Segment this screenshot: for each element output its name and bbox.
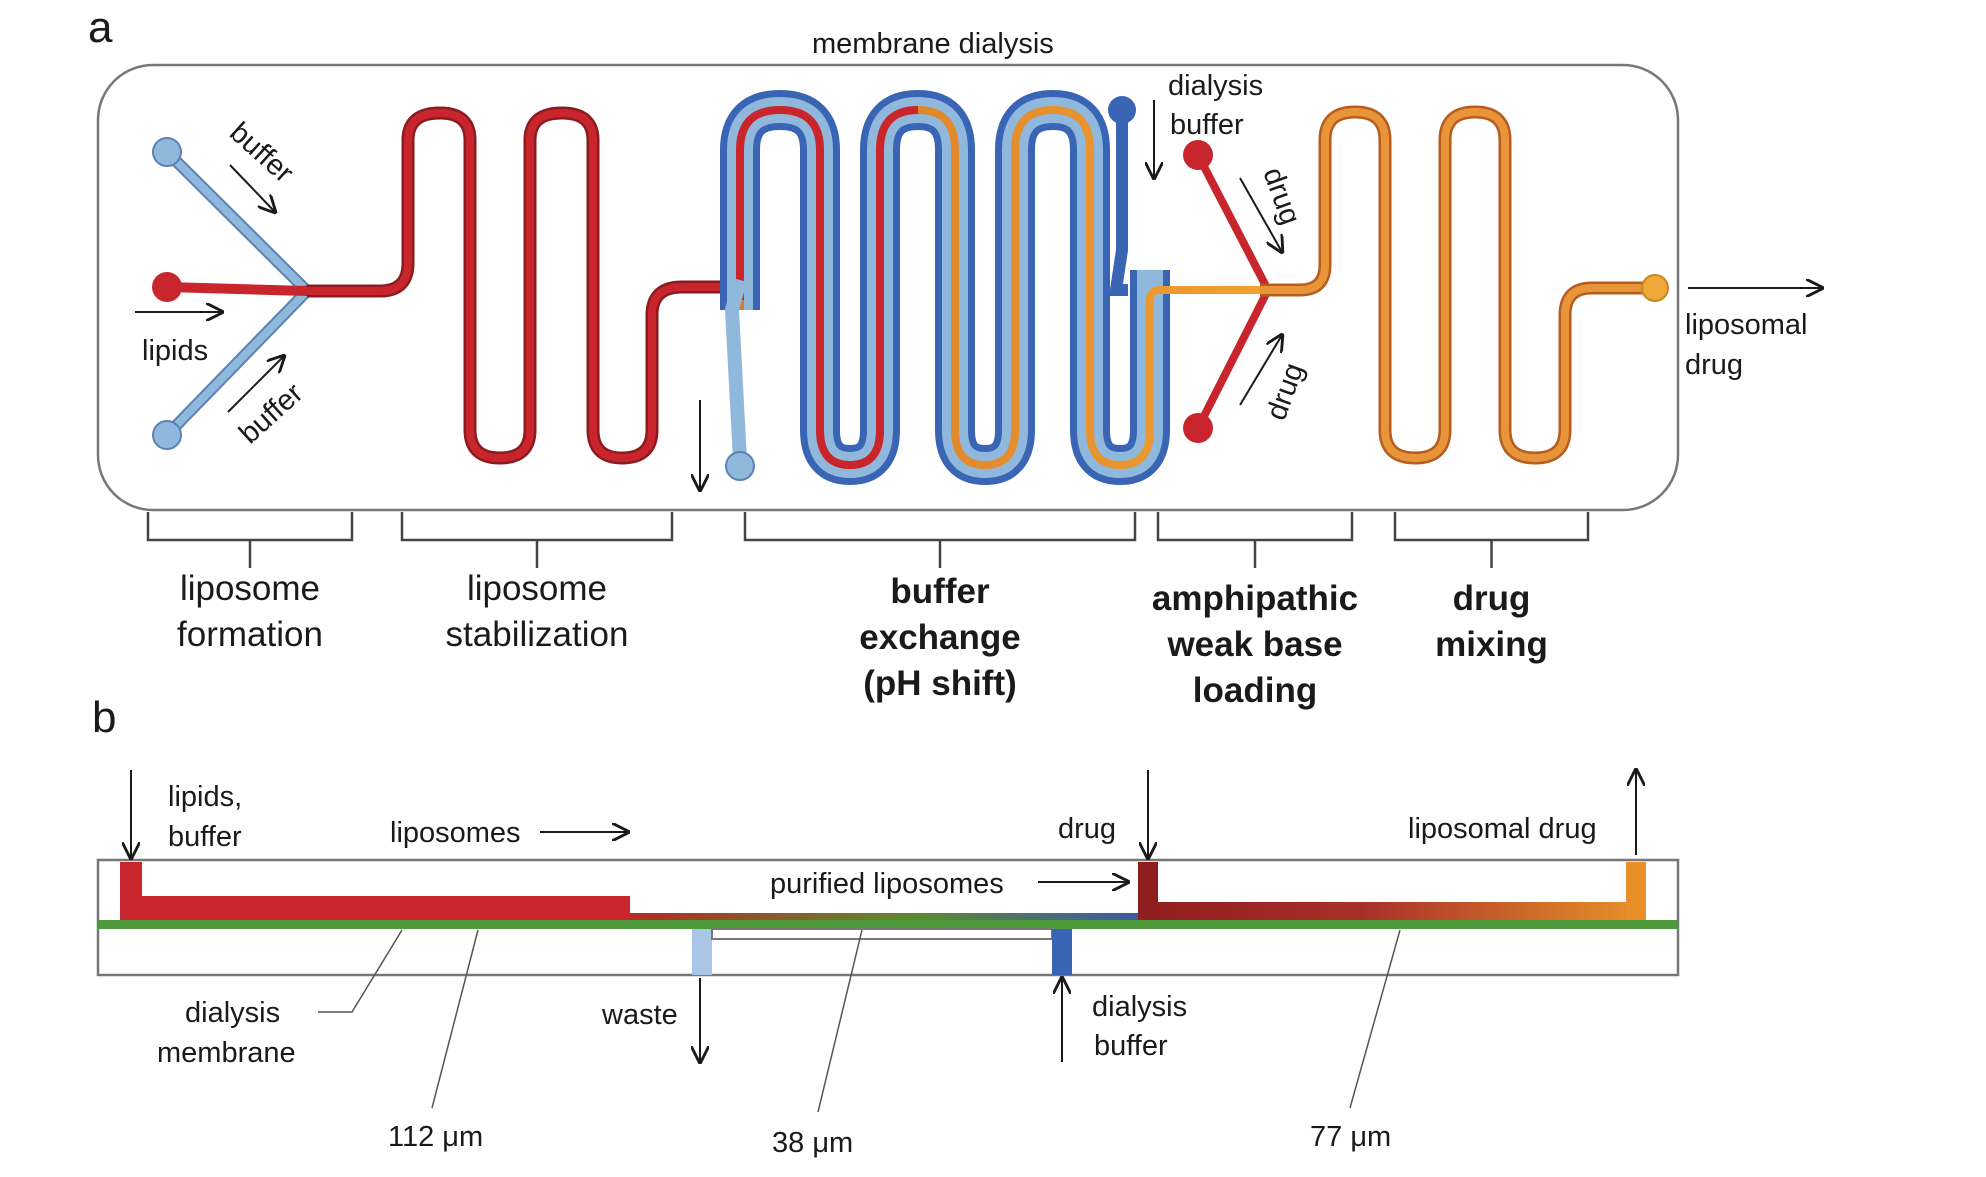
chip-outline-a bbox=[96, 63, 1680, 512]
liposomal-drug-label-b: liposomal drug bbox=[1408, 813, 1597, 845]
outlet-well-b bbox=[1626, 862, 1646, 920]
stage-bracket bbox=[1393, 512, 1590, 568]
leader-77um bbox=[1349, 929, 1401, 1109]
leader-112um bbox=[431, 929, 479, 1109]
depth-label-38: 38 μm bbox=[772, 1127, 853, 1159]
buffer-top-arrow bbox=[229, 164, 275, 212]
dialysis-buffer-label-b-2: buffer bbox=[1094, 1030, 1168, 1062]
channel-112um bbox=[120, 896, 630, 920]
waste-outlet-channel bbox=[724, 278, 747, 461]
dialysis-membrane-label-1: dialysis bbox=[185, 997, 280, 1029]
stage-label-line: weak base bbox=[1166, 625, 1342, 664]
stage-label-line: exchange bbox=[859, 618, 1020, 657]
dialysis-buffer-label-2: buffer bbox=[1170, 109, 1244, 141]
stage-label-line: buffer bbox=[890, 572, 990, 611]
stage-bracket bbox=[1156, 512, 1354, 568]
drug-inlet-bottom bbox=[1183, 413, 1213, 443]
drug-top-arrow bbox=[1239, 177, 1282, 252]
stage-label-line: loading bbox=[1193, 671, 1317, 710]
buffer-bottom-arrow bbox=[227, 356, 284, 413]
stage-label-line: amphipathic bbox=[1152, 579, 1358, 618]
liposomal-drug-label-1: liposomal bbox=[1685, 309, 1808, 341]
dialysis-buffer-inlet bbox=[1108, 96, 1136, 124]
dialysis-buffer-channel bbox=[1109, 112, 1128, 296]
inlet-channels bbox=[152, 137, 313, 450]
waste-label: waste bbox=[601, 999, 678, 1031]
membrane-dialysis-label: membrane dialysis bbox=[812, 28, 1054, 60]
dialysis-channel-b bbox=[711, 928, 1053, 940]
purified-liposomes-label: purified liposomes bbox=[770, 868, 1004, 900]
buffer-inlet-bottom bbox=[152, 420, 182, 450]
stage-label-line: mixing bbox=[1435, 625, 1548, 664]
lipids-label: lipids bbox=[142, 335, 208, 367]
stage-label-line: drug bbox=[1453, 579, 1531, 618]
drug-label-b: drug bbox=[1058, 813, 1116, 845]
liposomal-drug-outlet bbox=[1641, 274, 1669, 302]
drug-inlet-top bbox=[1183, 140, 1213, 170]
dialysis-buffer-label-1: dialysis bbox=[1168, 70, 1263, 102]
stage-bracket bbox=[400, 512, 674, 568]
drug-loading-junction bbox=[1183, 140, 1272, 443]
drug-bottom-arrow bbox=[1239, 335, 1282, 406]
stage-label-line: stabilization bbox=[446, 615, 629, 654]
channel-77um bbox=[1138, 902, 1638, 920]
lipids-buffer-label-2: buffer bbox=[168, 821, 242, 853]
buffer-top-label: buffer bbox=[223, 116, 299, 189]
buffer-inlet-top bbox=[152, 137, 182, 167]
dialysis-membrane-label-2: membrane bbox=[157, 1037, 296, 1069]
chip-cross-section bbox=[96, 858, 1680, 977]
stage-brackets bbox=[146, 512, 1590, 568]
stage-label-line: liposome bbox=[180, 569, 320, 608]
stage-label-line: (pH shift) bbox=[863, 664, 1017, 703]
depth-label-112: 112 μm bbox=[388, 1121, 483, 1153]
mixing-channel bbox=[1260, 108, 1655, 462]
membrane-leader bbox=[318, 929, 403, 1013]
liposomal-drug-label-2: drug bbox=[1685, 349, 1743, 381]
dialysis-membrane-layer bbox=[98, 920, 1678, 929]
lipids-buffer-label-1: lipids, bbox=[168, 781, 242, 813]
drug-bottom-label: drug bbox=[1261, 359, 1311, 424]
channel-38um bbox=[630, 913, 1140, 922]
stage-bracket bbox=[743, 512, 1137, 568]
stage-label-line: formation bbox=[177, 615, 323, 654]
liposomes-label: liposomes bbox=[390, 817, 521, 849]
stage-label-line: liposome bbox=[467, 569, 607, 608]
leader-38um bbox=[817, 929, 863, 1113]
lipid-inlet bbox=[152, 272, 182, 302]
panel-b-label: b bbox=[92, 693, 116, 742]
waste-outlet bbox=[725, 451, 755, 481]
waste-well bbox=[692, 929, 712, 975]
dialysis-buffer-label-b-1: dialysis bbox=[1092, 991, 1187, 1023]
panel-a-label: a bbox=[88, 3, 113, 52]
dialysis-buffer-well bbox=[1052, 929, 1072, 975]
stabilization-channel bbox=[307, 109, 744, 462]
stage-bracket bbox=[146, 512, 354, 568]
depth-label-77: 77 μm bbox=[1310, 1121, 1391, 1153]
buffer-bottom-label: buffer bbox=[233, 377, 309, 450]
stage-labels: liposome formation liposome stabilization bu… bbox=[177, 569, 1548, 710]
